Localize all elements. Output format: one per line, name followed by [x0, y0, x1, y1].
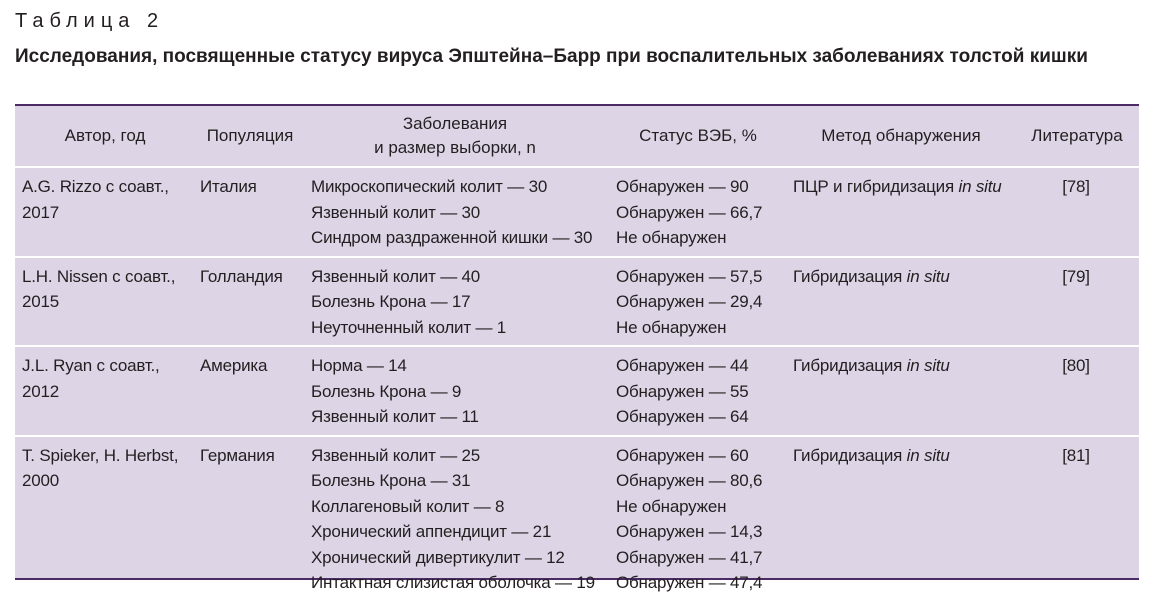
table-row: A.G. Rizzo с соавт., 2017 Италия Микроскопи… — [15, 168, 1139, 258]
cell-author-line: 2015 — [22, 292, 60, 311]
cell-diseases-line: Хронический дивертикулит — 12 — [311, 547, 565, 567]
header-status: Статус ВЭБ, % — [639, 126, 757, 145]
cell-diseases-line: Коллагеновый колит — 8 — [311, 496, 505, 516]
table-row: T. Spieker, H. Herbst, 2000 Германия Язвенн… — [15, 437, 1139, 602]
cell-author: L.H. Nissen с соавт., 2015 — [22, 264, 175, 315]
table-number: Таблица 2 — [15, 10, 165, 32]
method-text: Гибридизация — [793, 266, 907, 286]
method-italic-text: in situ — [906, 356, 950, 375]
cell-status-line: Обнаружен — 14,3 — [616, 522, 763, 541]
cell-status-line: Не обнаружен — [616, 496, 727, 516]
method-text: Гибридизация — [793, 445, 907, 465]
cell-method: Гибридизация in situ — [793, 443, 950, 469]
cell-status-line: Обнаружен — 66,7 — [616, 202, 763, 222]
cell-diseases-line: Болезнь Крона — 17 — [311, 292, 471, 311]
cell-diseases: Язвенный колит — 25 Болезнь Крона — 31 Кол… — [311, 443, 595, 596]
cell-status-line: Не обнаружен — [616, 317, 727, 337]
cell-status-line: Обнаружен — 90 — [616, 177, 749, 196]
cell-status-line: Обнаружен — 55 — [616, 381, 749, 401]
cell-method: Гибридизация in situ — [793, 353, 950, 379]
table-row: J.L. Ryan с соавт., 2012 Америка Норма — 14… — [15, 347, 1139, 437]
cell-diseases: Язвенный колит — 40 Болезнь Крона — 17 Неу… — [311, 264, 506, 341]
cell-diseases-line: Болезнь Крона — 31 — [311, 471, 471, 490]
cell-reference: [78] — [1062, 177, 1090, 196]
cell-author: T. Spieker, H. Herbst, 2000 — [22, 443, 178, 494]
cell-author-line: A.G. Rizzo с соавт., — [22, 177, 169, 196]
data-table: Автор, год Популяция Заболевания и разме… — [15, 104, 1139, 592]
cell-method: Гибридизация in situ — [793, 264, 950, 290]
cell-diseases-line: Синдром раздраженной кишки — 30 — [311, 228, 593, 247]
cell-status-line: Обнаружен — 47,4 — [616, 573, 763, 592]
cell-author-line: L.H. Nissen с соавт., — [22, 266, 176, 286]
cell-status-line: Обнаружен — 60 — [616, 445, 749, 465]
cell-reference: [81] — [1062, 445, 1090, 465]
cell-diseases-line: Язвенный колит — 40 — [311, 266, 481, 286]
cell-status-line: Обнаружен — 44 — [616, 356, 749, 375]
cell-diseases-line: Болезнь Крона — 9 — [311, 381, 462, 401]
cell-diseases-line: Язвенный колит — 30 — [311, 202, 481, 222]
cell-reference: [79] — [1062, 266, 1090, 286]
cell-diseases-line: Норма — 14 — [311, 356, 407, 375]
method-italic-text: in situ — [906, 445, 950, 465]
table-header: Автор, год Популяция Заболевания и разме… — [15, 106, 1139, 168]
cell-author-line: 2012 — [22, 381, 60, 401]
cell-status-line: Обнаружен — 64 — [616, 407, 749, 426]
method-italic-text: in situ — [906, 266, 950, 286]
cell-status: Обнаружен — 57,5 Обнаружен — 29,4 Не обнар… — [616, 264, 763, 341]
cell-author: J.L. Ryan с соавт., 2012 — [22, 353, 160, 404]
cell-status: Обнаружен — 44 Обнаружен — 55 Обнаружен — … — [616, 353, 749, 430]
cell-author-line: T. Spieker, H. Herbst, — [22, 445, 179, 465]
cell-status-line: Обнаружен — 80,6 — [616, 471, 763, 490]
cell-status: Обнаружен — 90 Обнаружен — 66,7 Не обнаруж… — [616, 174, 763, 251]
cell-diseases-line: Микроскопический колит — 30 — [311, 177, 548, 196]
cell-reference: [80] — [1062, 356, 1090, 375]
cell-method: ПЦР и гибридизация in situ — [793, 174, 1002, 200]
cell-population: Америка — [200, 356, 268, 375]
header-literature: Литература — [1031, 126, 1123, 145]
cell-diseases-line: Язвенный колит — 25 — [311, 445, 481, 465]
header-diseases: Заболевания и размер выборки, n — [305, 106, 605, 166]
method-text: Гибридизация — [793, 356, 907, 375]
method-italic-text: in situ — [958, 177, 1002, 196]
cell-diseases-line: Неуточненный колит — 1 — [311, 317, 507, 337]
cell-status: Обнаружен — 60 Обнаружен — 80,6 Не обнаруж… — [616, 443, 763, 596]
cell-diseases: Микроскопический колит — 30 Язвенный коли… — [311, 174, 593, 251]
cell-status-line: Не обнаружен — [616, 228, 727, 247]
cell-author-line: J.L. Ryan с соавт., — [22, 356, 160, 375]
header-diseases-line2: и размер выборки, n — [374, 138, 536, 157]
cell-status-line: Обнаружен — 57,5 — [616, 266, 763, 286]
header-author: Автор, год — [64, 126, 146, 145]
cell-diseases-line: Интактная слизистая оболочка — 19 — [311, 573, 595, 592]
cell-diseases: Норма — 14 Болезнь Крона — 9 Язвенный коли… — [311, 353, 479, 430]
header-method: Метод обнаружения — [821, 126, 981, 145]
cell-author: A.G. Rizzo с соавт., 2017 — [22, 174, 169, 225]
cell-population: Германия — [200, 445, 275, 465]
table-row: L.H. Nissen с соавт., 2015 Голландия Язвенн… — [15, 258, 1139, 347]
cell-diseases-line: Хронический аппендицит — 21 — [311, 522, 552, 541]
cell-author-line: 2017 — [22, 202, 60, 222]
cell-population: Голландия — [200, 266, 283, 286]
table-caption: Исследования, посвященные статусу вируса… — [15, 46, 1088, 67]
cell-status-line: Обнаружен — 41,7 — [616, 547, 763, 567]
method-text: ПЦР и гибридизация — [793, 177, 959, 196]
cell-population: Италия — [200, 177, 257, 196]
cell-author-line: 2000 — [22, 471, 60, 490]
cell-diseases-line: Язвенный колит — 11 — [311, 407, 479, 426]
cell-status-line: Обнаружен — 29,4 — [616, 292, 763, 311]
header-diseases-line1: Заболевания — [402, 114, 508, 133]
header-population: Популяция — [206, 126, 294, 145]
